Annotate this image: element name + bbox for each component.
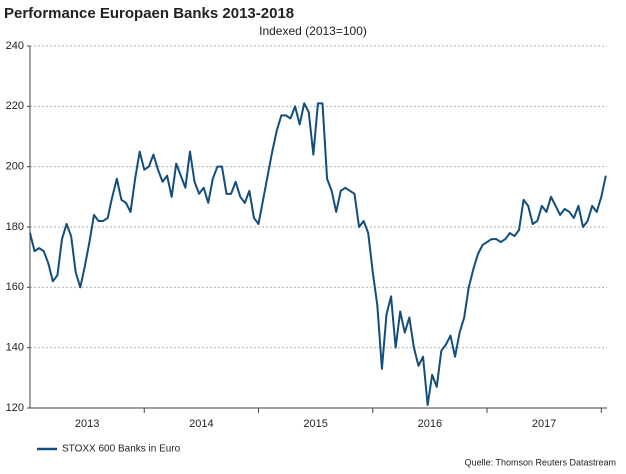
x-tick-label: 2013 bbox=[75, 418, 99, 430]
y-tick-label: 220 bbox=[6, 100, 24, 112]
chart-title: Performance Europaen Banks 2013-2018 bbox=[4, 5, 294, 22]
data-line bbox=[29, 102, 607, 406]
y-tick-label: 240 bbox=[6, 40, 24, 52]
x-tick-label: 2015 bbox=[303, 418, 327, 430]
y-tick-label: 160 bbox=[6, 281, 24, 293]
legend-label: STOXX 600 Banks in Euro bbox=[62, 444, 181, 455]
chart-subtitle: Indexed (2013=100) bbox=[259, 24, 367, 38]
y-tick-label: 200 bbox=[6, 161, 24, 173]
y-tick-label: 120 bbox=[6, 402, 24, 414]
y-tick-label: 140 bbox=[6, 342, 24, 354]
x-tick-label: 2016 bbox=[418, 418, 442, 430]
x-tick-label: 2017 bbox=[532, 418, 556, 430]
x-tick-label: 2014 bbox=[189, 418, 213, 430]
y-tick-label: 180 bbox=[6, 221, 24, 233]
source-note: Quelle: Thomson Reuters Datastream bbox=[465, 457, 616, 467]
